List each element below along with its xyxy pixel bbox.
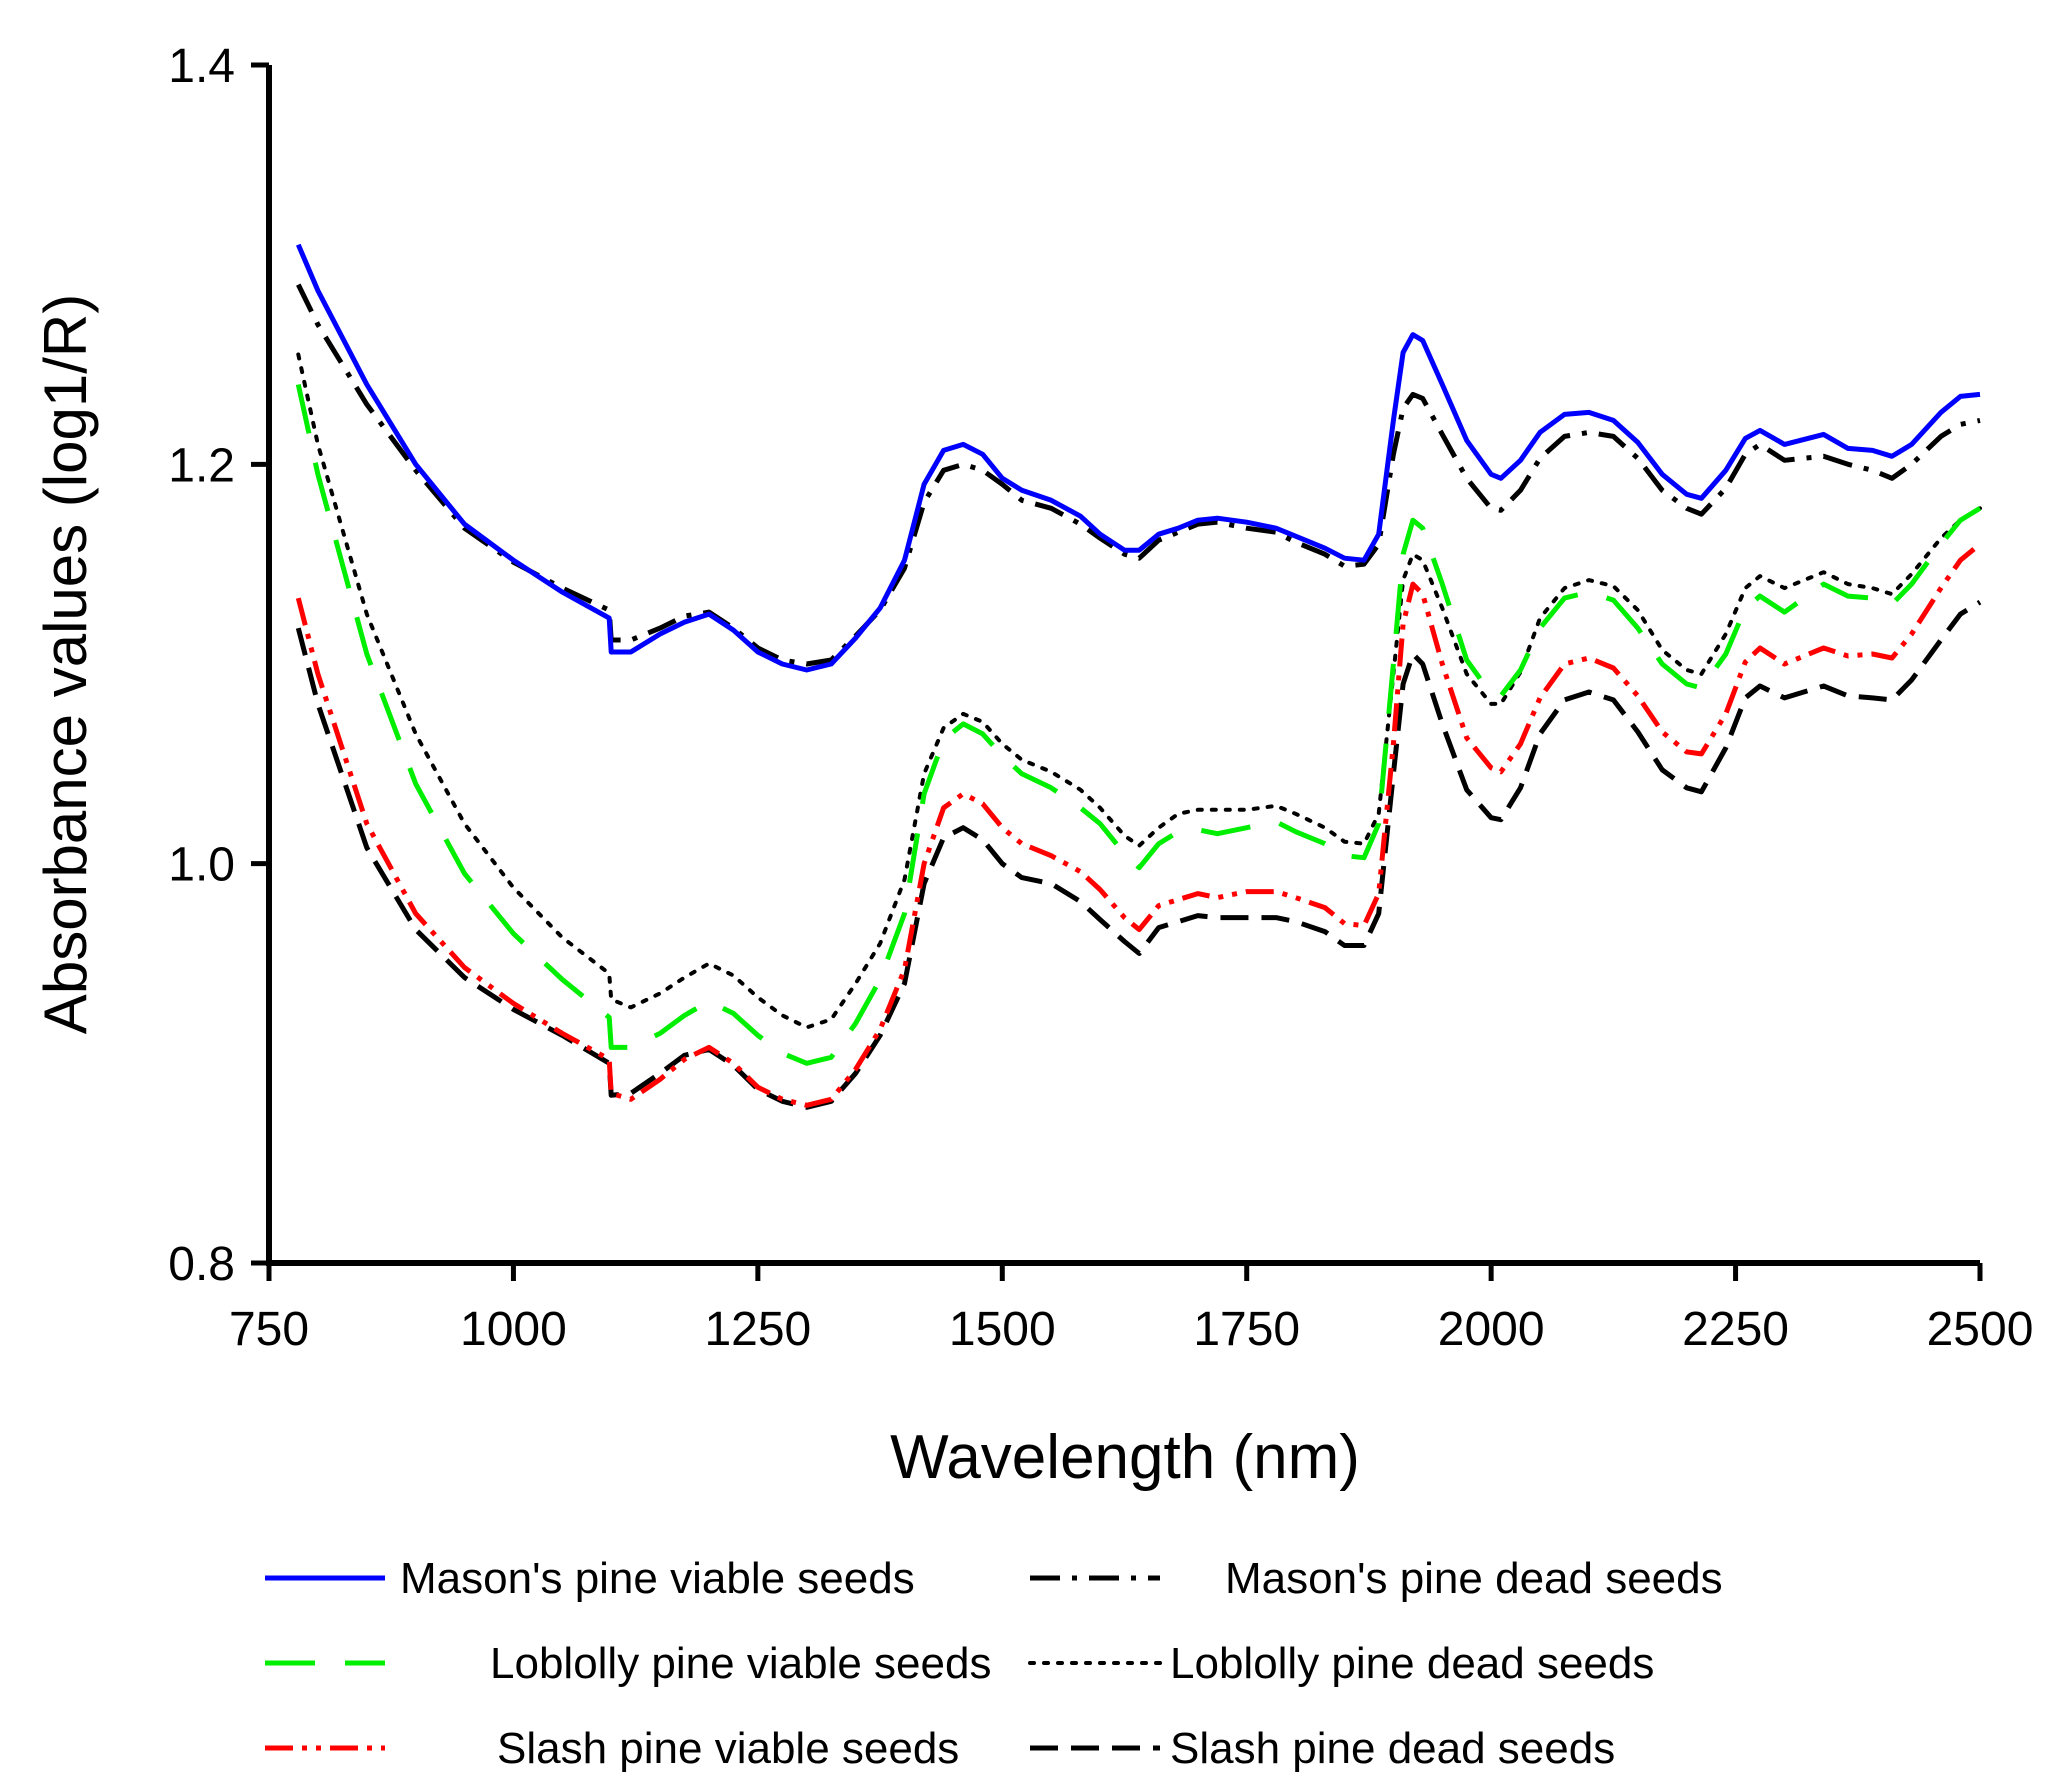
series-line-slash-pine-dead-seeds	[295, 599, 1982, 1110]
ticks-layer: 750 1000 1250 1500 1750 2000 2250 2500 0.8 1.0 1.2…	[168, 40, 2033, 1356]
y-tick-label: 1.0	[168, 839, 235, 892]
series-line-mason-s-pine-viable-seeds	[296, 243, 1981, 673]
x-tick-label: 2250	[1682, 1303, 1789, 1356]
legend-label: Slash pine dead seeds	[1170, 1724, 1615, 1773]
y-tick-label: 1.2	[168, 439, 235, 492]
series-line-loblolly-pine-viable-seeds	[295, 383, 1982, 1066]
series-line-mason-s-pine-dead-seeds	[296, 283, 1981, 667]
x-tick-label: 750	[229, 1303, 309, 1356]
legend-label: Mason's pine viable seeds	[400, 1554, 915, 1603]
series-layer	[295, 243, 1982, 1110]
x-tick-label: 1250	[704, 1303, 811, 1356]
y-axis-title: Absorbance values (log1/R)	[32, 294, 99, 1034]
series-line-slash-pine-viable-seeds	[295, 542, 1982, 1108]
legend-label: Loblolly pine viable seeds	[490, 1639, 991, 1688]
x-tick-label: 1000	[460, 1303, 567, 1356]
x-axis-title: Wavelength (nm)	[890, 1423, 1360, 1492]
x-tick-label: 2000	[1438, 1303, 1545, 1356]
legend-label: Slash pine viable seeds	[497, 1724, 959, 1773]
x-tick-label: 2500	[1927, 1303, 2034, 1356]
axes-layer	[266, 65, 1980, 1266]
y-tick-label: 1.4	[168, 40, 235, 93]
y-tick-label: 0.8	[168, 1238, 235, 1291]
x-tick-label: 1750	[1193, 1303, 1300, 1356]
legend: Mason's pine viable seeds Mason's pine de…	[265, 1554, 1723, 1773]
legend-label: Loblolly pine dead seeds	[1170, 1639, 1654, 1688]
legend-label: Mason's pine dead seeds	[1225, 1554, 1723, 1603]
series-line-loblolly-pine-dead-seeds	[296, 352, 1982, 1030]
x-tick-label: 1500	[949, 1303, 1056, 1356]
